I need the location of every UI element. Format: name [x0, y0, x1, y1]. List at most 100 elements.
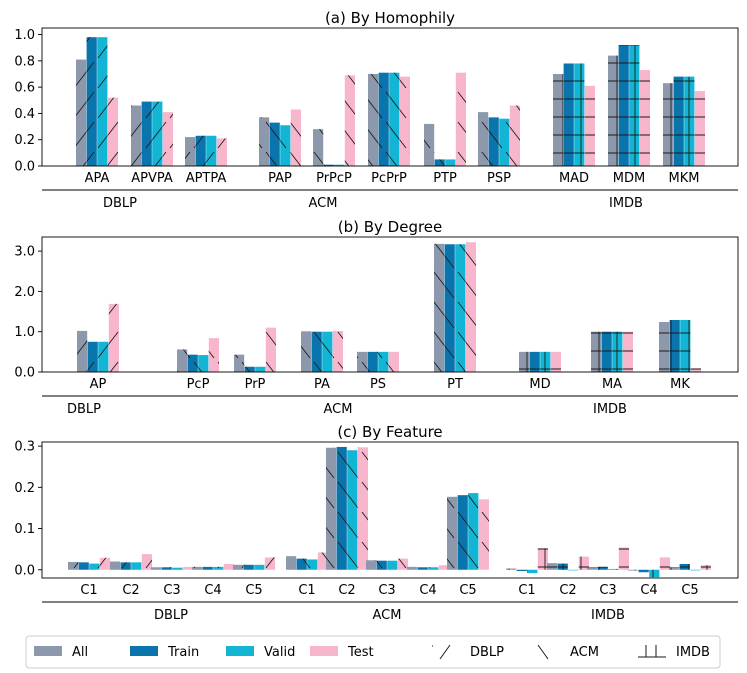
- bar-acm-c4-all-hatch: [407, 566, 418, 570]
- legend-hatch-acm: [537, 644, 549, 660]
- group-label: DBLP: [154, 608, 188, 623]
- bar-acm-c2-train-hatch: [336, 446, 347, 570]
- y-tick-label: 0.2: [14, 133, 35, 148]
- bar-dblp-c2-train-hatch: [120, 562, 131, 570]
- x-tick-label: MD: [529, 377, 550, 392]
- bar-acm-prpcp-valid-hatch: [334, 164, 345, 166]
- x-tick-label: APA: [85, 171, 110, 186]
- bar-dblp-apvpa-valid-hatch: [152, 101, 163, 166]
- bar-imdb-c3-all-hatch: [587, 567, 598, 570]
- bar-acm-ptp-test-hatch: [455, 72, 466, 166]
- bar-acm-ps-train-hatch: [367, 351, 378, 372]
- legend-swatch-test: [310, 646, 338, 656]
- bar-imdb-mad-test-hatch: [584, 85, 595, 166]
- bar-imdb-mad-valid-hatch: [574, 63, 585, 166]
- y-tick-label: 0.0: [14, 563, 35, 578]
- bar-dblp-c4-test-hatch: [223, 563, 234, 570]
- panel-title: (c) By Feature: [337, 423, 442, 441]
- bar-imdb-ma-test-hatch: [622, 331, 633, 372]
- x-tick-label: MDM: [613, 171, 645, 186]
- x-tick-label: C4: [419, 583, 436, 598]
- bar-imdb-ma-all-hatch: [591, 331, 602, 372]
- bar-imdb-mk-valid-hatch: [680, 320, 691, 372]
- legend-label-dblp: DBLP: [470, 645, 504, 660]
- legend-swatch-valid: [226, 646, 254, 656]
- y-tick-label: 0.3: [14, 440, 35, 455]
- y-tick-label: 3.0: [14, 245, 35, 260]
- bar-imdb-c3-valid-hatch: [608, 568, 619, 570]
- x-tick-label: APTPA: [186, 171, 227, 186]
- bar-imdb-c1-all-hatch: [506, 568, 517, 570]
- bar-imdb-mk-train-hatch: [669, 320, 680, 372]
- group-label: ACM: [324, 402, 353, 417]
- chart-panels: (a) By Homophily APA APVPA APTPA DBLP PAP PrPc…: [14, 9, 739, 623]
- bar-dblp-c5-test-hatch: [264, 557, 275, 570]
- bar-imdb-c1-train-hatch: [516, 569, 527, 571]
- bar-imdb-md-all-hatch: [519, 351, 530, 372]
- bar-dblp-c2-valid-hatch: [131, 562, 142, 570]
- bar-acm-psp-all-hatch: [478, 112, 489, 166]
- bars: [77, 242, 701, 372]
- bar-imdb-mkm-valid-hatch: [684, 76, 695, 166]
- bar-acm-c4-valid-hatch: [428, 567, 439, 570]
- legend-label-acm: ACM: [570, 645, 599, 660]
- bar-acm-c1-all-hatch: [286, 556, 297, 570]
- y-tick-label: 0.1: [14, 522, 35, 537]
- x-tick-label: C3: [599, 583, 616, 598]
- y-tick-label: 0.4: [14, 107, 35, 122]
- bar-dblp-c4-all-hatch: [192, 566, 203, 570]
- bar-acm-pap-train-hatch: [269, 122, 280, 166]
- x-tick-label: PT: [447, 377, 463, 392]
- bar-imdb-mkm-test-hatch: [694, 91, 705, 166]
- bar-acm-prpcp-all-hatch: [313, 129, 324, 166]
- bar-acm-c3-test-hatch: [397, 558, 408, 570]
- bar-dblp-ap-valid-hatch: [98, 341, 109, 372]
- bar-acm-ps-valid-hatch: [378, 351, 389, 372]
- bar-dblp-apa-train-hatch: [86, 37, 97, 167]
- bar-imdb-mdm-all-hatch: [608, 55, 619, 166]
- x-tick-label: PTP: [433, 171, 457, 186]
- bar-acm-pcp-valid-hatch: [198, 355, 209, 372]
- bar-acm-c3-valid-hatch: [387, 560, 398, 570]
- bar-acm-pcprp-valid-hatch: [389, 72, 400, 166]
- bar-acm-c1-train-hatch: [296, 558, 307, 570]
- bar-acm-pcp-train-hatch: [187, 354, 198, 372]
- y-tick-label: 0.2: [14, 481, 35, 496]
- bar-acm-pap-test-hatch: [290, 109, 301, 166]
- bar-acm-pcprp-all-hatch: [368, 74, 379, 166]
- panel-title: (b) By Degree: [338, 218, 443, 236]
- bar-acm-c3-all-hatch: [366, 560, 377, 570]
- bar-imdb-mad-all-hatch: [553, 74, 564, 166]
- bar-imdb-c2-test-hatch: [578, 556, 589, 570]
- bar-acm-pt-all-hatch: [434, 243, 445, 372]
- bar-acm-pcprp-test-hatch: [399, 76, 410, 166]
- bar-acm-pa-test-hatch: [332, 330, 343, 372]
- bar-imdb-md-test-hatch: [550, 351, 561, 372]
- legend-label-train: Train: [167, 645, 199, 660]
- panel-1: (a) By Homophily APA APVPA APTPA DBLP PAP PrPc…: [14, 9, 739, 211]
- x-tick-label: C4: [204, 583, 221, 598]
- bar-imdb-mkm-train-hatch: [673, 76, 684, 166]
- bar-acm-c1-test-hatch: [317, 552, 328, 570]
- bar-acm-pcp-all-hatch: [177, 349, 188, 372]
- legend-label-test: Test: [347, 645, 374, 660]
- panel-title: (a) By Homophily: [325, 9, 455, 27]
- bar-acm-pap-all-hatch: [259, 117, 270, 166]
- x-tick-label: PA: [314, 377, 330, 392]
- legend-hatch-dblp: [432, 644, 451, 660]
- legend-label-imdb: IMDB: [676, 645, 710, 660]
- x-tick-label: C3: [378, 583, 395, 598]
- x-tick-label: C3: [163, 583, 180, 598]
- bar-dblp-c1-all-hatch: [68, 561, 79, 570]
- x-tick-label: PrPcP: [316, 171, 352, 186]
- group-label: ACM: [373, 608, 402, 623]
- axes-frame: [41, 441, 739, 579]
- bar-dblp-c5-all-hatch: [233, 564, 244, 570]
- bar-imdb-c3-train-hatch: [597, 566, 608, 570]
- bar-imdb-c2-train-hatch: [557, 563, 568, 570]
- bar-dblp-ap-train-hatch: [87, 341, 98, 372]
- bar-acm-prpcp-train-hatch: [323, 164, 334, 166]
- x-tick-label: PrP: [245, 377, 266, 392]
- bar-acm-ptp-valid-hatch: [445, 159, 456, 166]
- x-tick-label: PcPrP: [371, 171, 407, 186]
